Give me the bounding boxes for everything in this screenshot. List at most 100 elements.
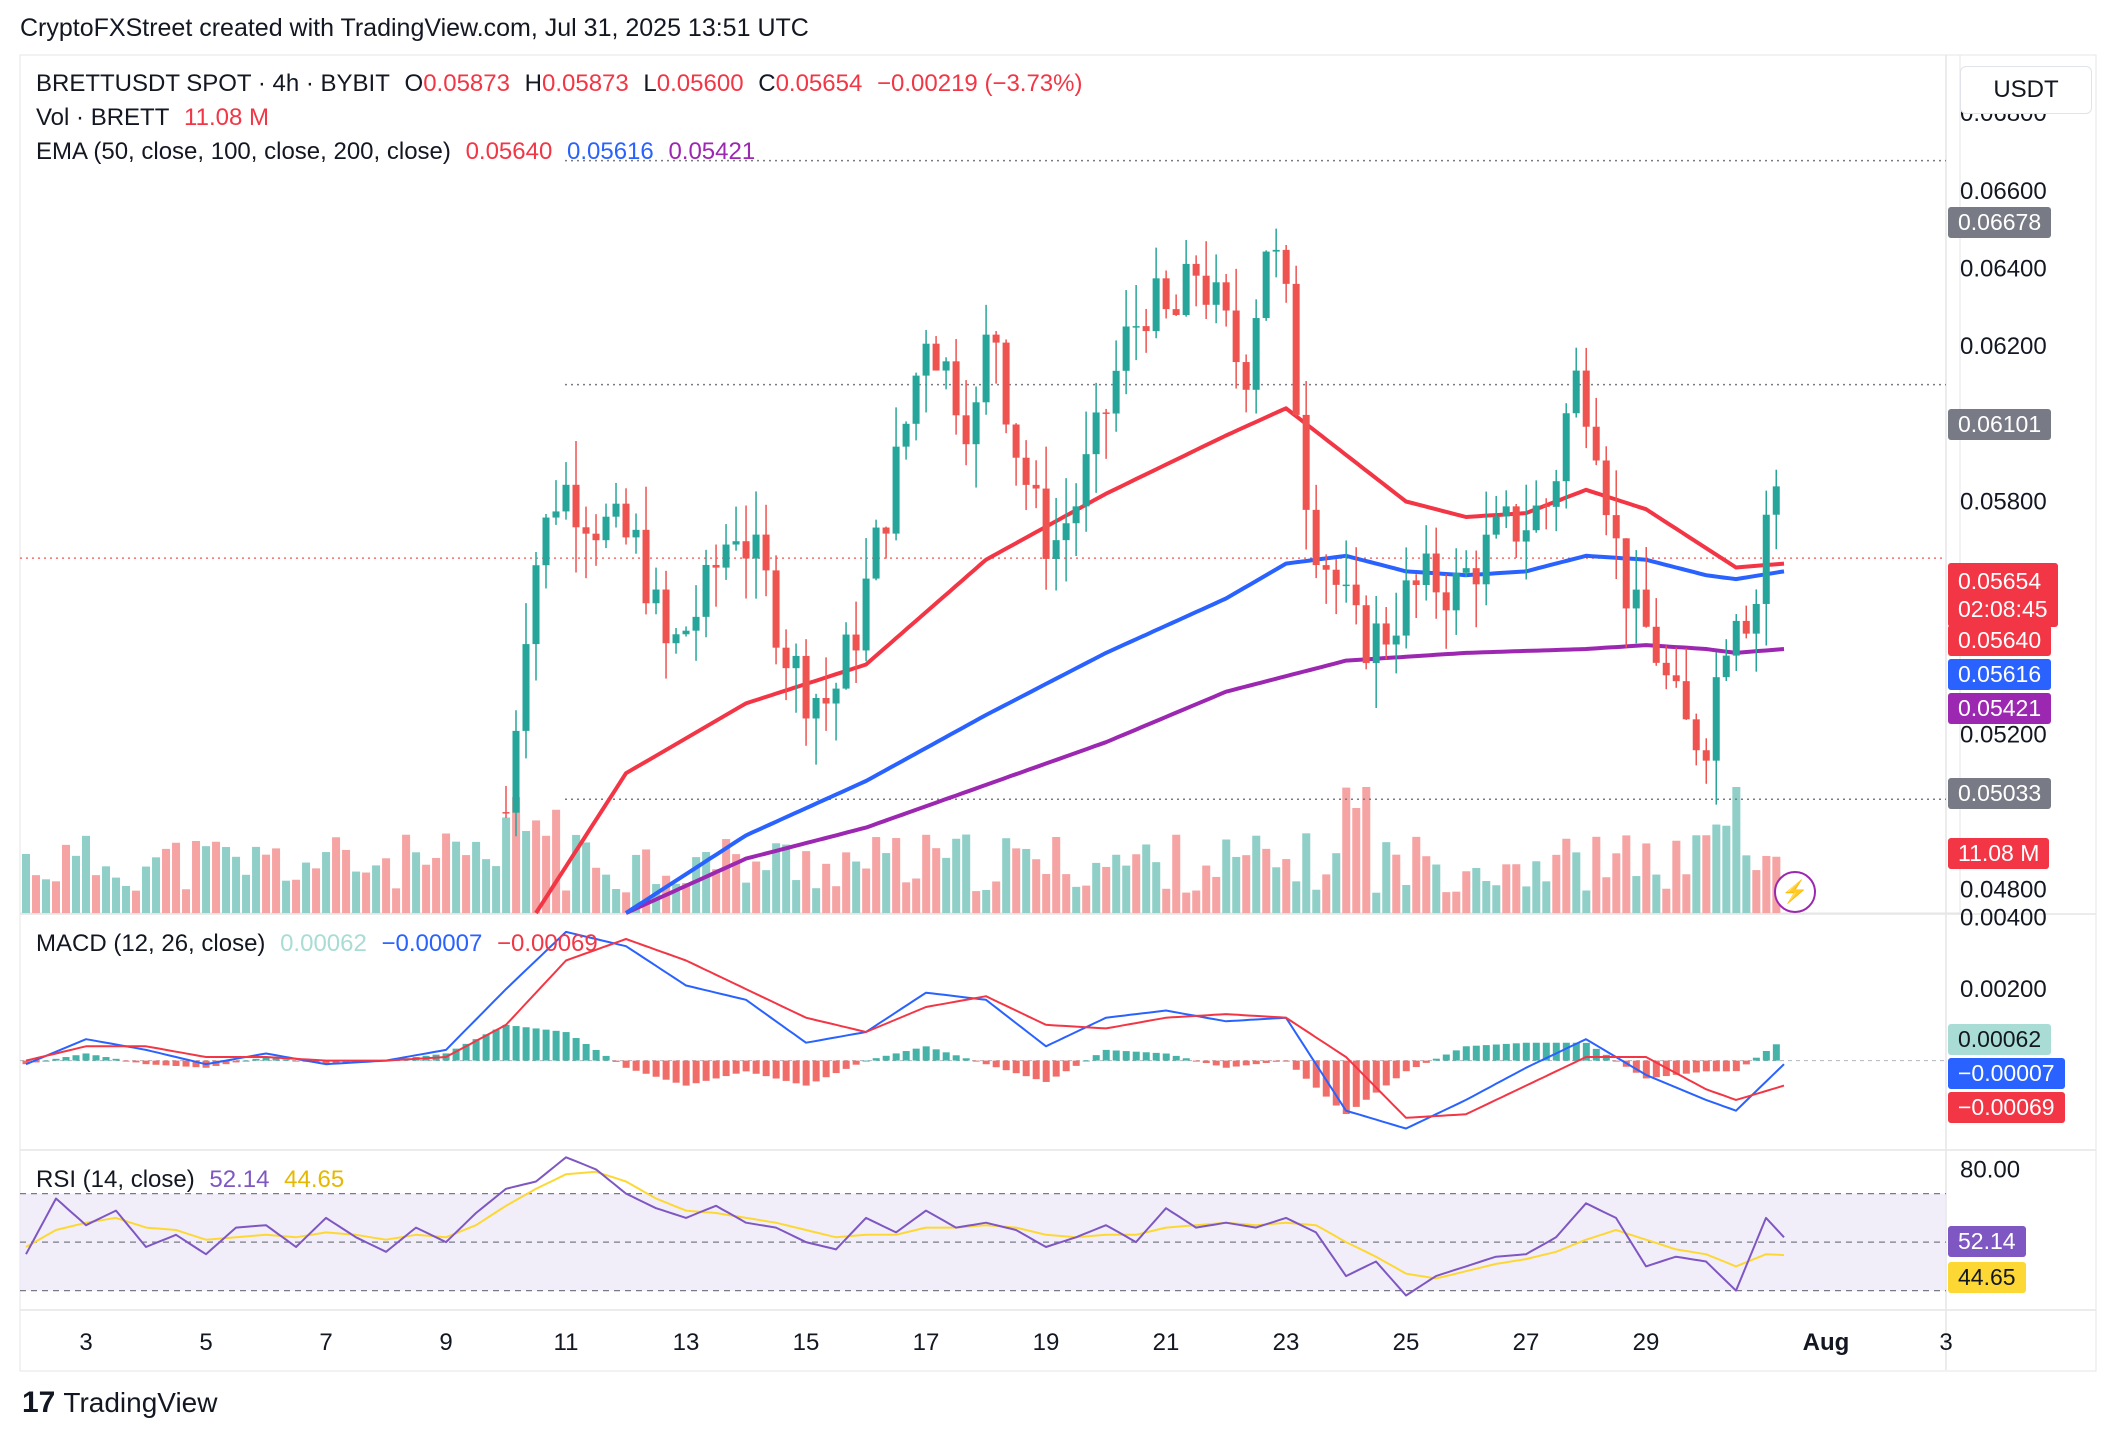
macd-histogram-bar: [1162, 1053, 1170, 1061]
volume-bar: [842, 852, 851, 913]
macd-histogram-bar: [882, 1055, 890, 1061]
macd-histogram-bar: [1412, 1060, 1420, 1068]
macd-histogram-bar: [772, 1060, 780, 1079]
macd-histogram-bar: [602, 1055, 610, 1061]
macd-histogram-bar: [1022, 1060, 1030, 1077]
candle-body: [932, 343, 940, 371]
legend-volume-row[interactable]: Vol · BRETT 11.08 M: [36, 104, 277, 132]
volume-bar: [502, 817, 511, 913]
macd-axis-tick: 0.00400: [1960, 905, 2047, 932]
volume-bar: [432, 857, 441, 913]
time-axis-tick: 3: [79, 1329, 92, 1356]
macd-histogram-bar: [162, 1060, 170, 1066]
volume-bar: [1082, 885, 1091, 913]
candle-body: [1142, 326, 1150, 332]
macd-histogram-bar: [1572, 1042, 1580, 1061]
macd-histogram-bar: [1362, 1060, 1370, 1100]
legend-ema-row[interactable]: EMA (50, close, 100, close, 200, close) …: [36, 138, 763, 166]
volume-bar: [1532, 861, 1541, 913]
volume-bar: [1592, 836, 1601, 913]
volume-bar: [592, 867, 601, 913]
volume-bar: [1662, 888, 1671, 913]
volume-bar: [42, 879, 51, 913]
macd-histogram-bar: [1532, 1042, 1540, 1061]
time-axis-tick: 25: [1393, 1329, 1420, 1356]
legend-h-value: 0.05873: [541, 70, 629, 97]
macd-histogram-bar: [142, 1060, 150, 1065]
macd-histogram-bar: [182, 1060, 190, 1067]
volume-bar: [942, 857, 951, 913]
volume-bar: [712, 869, 721, 913]
volume-bar: [1542, 881, 1551, 913]
candle-body: [1292, 283, 1300, 415]
volume-bar: [1692, 835, 1701, 913]
tradingview-logo[interactable]: 17 TradingView: [22, 1386, 217, 1420]
macd-histogram-bar: [692, 1060, 700, 1084]
candle-body: [562, 484, 570, 512]
volume-bar: [172, 842, 181, 913]
macd-histogram-bar: [1082, 1060, 1090, 1062]
time-axis-tick: 7: [319, 1329, 332, 1356]
candle-body: [1072, 506, 1080, 524]
volume-bar: [1002, 838, 1011, 913]
volume-bar: [162, 848, 171, 913]
legend-macd-row[interactable]: MACD (12, 26, close) 0.00062 −0.00007 −0…: [36, 930, 606, 958]
macd-histogram-bar: [1462, 1046, 1470, 1061]
candle-body: [1772, 486, 1780, 515]
candle-body: [1722, 655, 1730, 678]
tradingview-wordmark: TradingView: [63, 1387, 218, 1418]
macd-histogram-bar: [1382, 1060, 1390, 1086]
volume-bar: [402, 834, 411, 913]
macd-histogram-bar: [972, 1060, 980, 1062]
legend-symbol[interactable]: BRETTUSDT SPOT · 4h · BYBIT: [36, 70, 390, 97]
volume-bar: [1622, 835, 1631, 913]
macd-histogram-bar: [1112, 1050, 1120, 1061]
macd-histogram-bar: [1172, 1055, 1180, 1061]
candle-body: [1552, 481, 1560, 507]
macd-histogram-bar: [1352, 1060, 1360, 1107]
currency-button[interactable]: USDT: [1960, 66, 2092, 114]
candle-body: [722, 544, 730, 568]
macd-histogram-bar: [1132, 1051, 1140, 1061]
volume-bar: [1712, 824, 1721, 913]
volume-bar: [1032, 859, 1041, 913]
macd-histogram-bar: [722, 1060, 730, 1077]
candle-body: [1172, 309, 1180, 316]
volume-bar: [1382, 842, 1391, 913]
macd-histogram-bar: [292, 1060, 300, 1062]
price-tag-ema50: 0.05640: [1948, 625, 2052, 656]
volume-bar: [462, 855, 471, 913]
macd-histogram-bar: [1692, 1060, 1700, 1073]
macd-histogram-bar: [1342, 1060, 1350, 1115]
volume-bar: [1722, 825, 1731, 913]
legend-rsi-row[interactable]: RSI (14, close) 52.14 44.65: [36, 1166, 352, 1194]
volume-bar: [122, 885, 131, 913]
outer-border: [19, 54, 2097, 1372]
macd-signal-tag: −0.00069: [1948, 1092, 2065, 1123]
candle-body: [1192, 263, 1200, 276]
candle-body: [542, 517, 550, 566]
candle-body: [1372, 623, 1380, 664]
macd-histogram-bar: [112, 1058, 120, 1061]
candle-body: [1652, 626, 1660, 663]
volume-bar: [622, 892, 631, 913]
volume-bar: [1282, 859, 1291, 913]
macd-histogram-bar: [1312, 1060, 1320, 1088]
candle-body: [572, 484, 580, 528]
candle-body: [1102, 412, 1110, 414]
candle-body: [582, 527, 590, 534]
volume-bar: [242, 874, 251, 913]
lightning-icon[interactable]: ⚡: [1774, 871, 1816, 913]
macd-histogram-bar: [492, 1029, 500, 1061]
macd-pane: [20, 930, 1946, 1130]
volume-bar: [972, 891, 981, 913]
macd-histogram-bar: [272, 1058, 280, 1061]
volume-bar: [542, 835, 551, 913]
candle-body: [742, 541, 750, 559]
macd-histogram-bar: [482, 1034, 490, 1061]
volume-bar: [332, 837, 341, 913]
macd-histogram-bar: [1292, 1060, 1300, 1070]
time-axis-tick: 13: [673, 1329, 700, 1356]
legend-o-label: O: [404, 70, 424, 97]
